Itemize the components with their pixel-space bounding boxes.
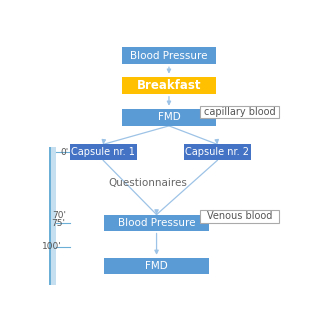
Bar: [104, 215, 209, 231]
Bar: [122, 108, 216, 126]
Text: Blood Pressure: Blood Pressure: [130, 51, 208, 61]
Bar: [184, 144, 251, 160]
Bar: [200, 210, 279, 223]
Bar: [49, 147, 56, 285]
Text: FMD: FMD: [145, 261, 168, 271]
Text: Breakfast: Breakfast: [137, 79, 201, 92]
Bar: [70, 144, 137, 160]
Text: Questionnaires: Questionnaires: [108, 178, 187, 188]
Text: Capsule nr. 1: Capsule nr. 1: [71, 147, 135, 157]
Bar: [200, 106, 279, 118]
Text: Blood Pressure: Blood Pressure: [118, 218, 195, 228]
Text: 100': 100': [42, 242, 62, 251]
Text: FMD: FMD: [157, 112, 180, 122]
Bar: [104, 258, 209, 274]
Text: capillary blood: capillary blood: [204, 107, 276, 117]
Bar: [49, 147, 51, 285]
Text: 75': 75': [51, 219, 65, 228]
Text: 70': 70': [52, 211, 66, 220]
Bar: [122, 76, 216, 94]
Text: Capsule nr. 2: Capsule nr. 2: [185, 147, 249, 157]
Text: 0': 0': [60, 148, 68, 157]
Text: Venous blood: Venous blood: [207, 211, 272, 221]
Bar: [122, 47, 216, 64]
